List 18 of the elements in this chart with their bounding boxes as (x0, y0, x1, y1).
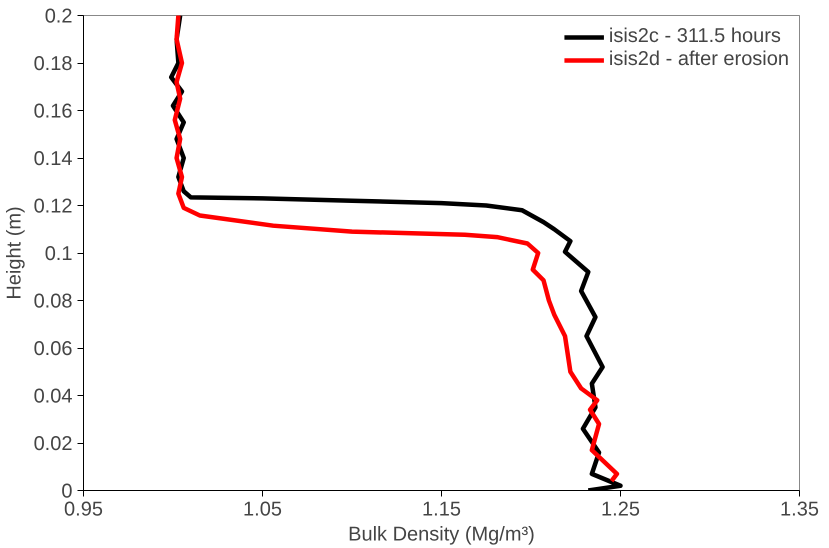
y-tick-label: 0.2 (44, 6, 73, 28)
y-tick-label: 0.06 (34, 338, 73, 360)
y-tick-label: 0.1 (44, 243, 73, 265)
x-axis-title: Bulk Density (Mg/m³) (348, 524, 535, 546)
legend-label: isis2c - 311.5 hours (608, 25, 781, 48)
x-tick-label: 1.15 (422, 498, 461, 520)
y-tick-label: 0.18 (34, 53, 73, 75)
x-tick-label: 1.25 (601, 498, 640, 520)
y-tick-label: 0.02 (34, 433, 73, 455)
y-tick-label: 0.14 (34, 148, 73, 170)
x-tick-label: 1.05 (243, 498, 282, 520)
y-tick-label: 0.04 (34, 386, 73, 408)
y-tick-label: 0.16 (34, 100, 73, 122)
y-axis-title: Height (m) (4, 206, 26, 300)
legend-label: isis2d - after erosion (608, 48, 789, 71)
x-tick-label: 1.35 (780, 498, 819, 520)
y-tick-label: 0.12 (34, 196, 73, 218)
y-tick-label: 0.08 (34, 290, 73, 312)
